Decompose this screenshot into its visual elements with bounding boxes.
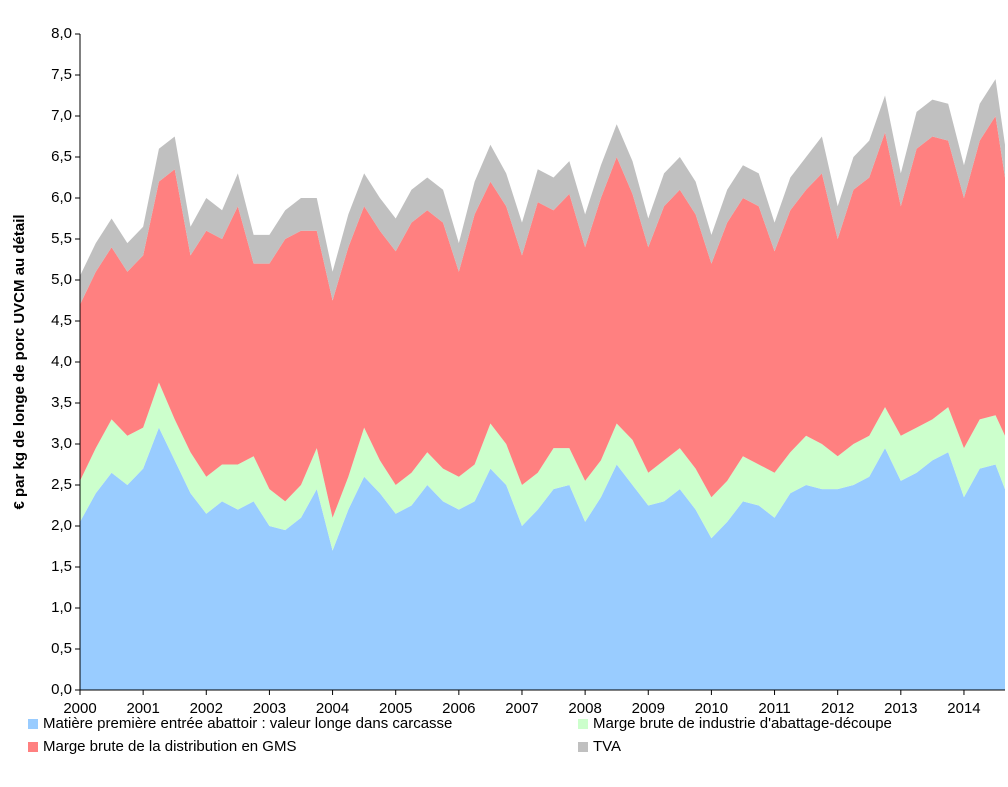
y-tick-label: 5,0 (51, 271, 72, 288)
x-tick-label: 2003 (253, 700, 286, 717)
legend-swatch (28, 719, 38, 729)
x-tick-label: 2004 (316, 700, 349, 717)
y-tick-label: 1,0 (51, 599, 72, 616)
x-tick-label: 2011 (758, 700, 790, 717)
x-tick-label: 2002 (190, 700, 223, 717)
area (80, 79, 1005, 305)
y-tick-label: 1,5 (51, 558, 72, 575)
y-tick-label: 7,5 (51, 66, 72, 83)
y-tick-label: 3,5 (51, 394, 72, 411)
x-tick-label: 2006 (442, 700, 475, 717)
legend-label: Marge brute de la distribution en GMS (43, 738, 296, 755)
legend-label: TVA (593, 738, 621, 755)
y-tick-label: 5,5 (51, 230, 72, 247)
x-tick-label: 2008 (568, 700, 601, 717)
y-axis-title: € par kg de longe de porc UVCM au détail (11, 214, 28, 509)
legend-swatch (28, 742, 38, 752)
y-tick-label: 0,0 (51, 681, 72, 698)
x-tick-label: 2010 (695, 700, 728, 717)
y-tick-label: 6,5 (51, 148, 72, 165)
area (80, 382, 1005, 551)
legend-swatch (578, 719, 588, 729)
legend-label: Marge brute de industrie d'abattage-déco… (593, 715, 892, 732)
y-tick-label: 2,5 (51, 476, 72, 493)
y-tick-label: 4,5 (51, 312, 72, 329)
y-tick-label: 6,0 (51, 189, 72, 206)
x-tick-label: 2014 (947, 700, 980, 717)
y-tick-label: 2,0 (51, 517, 72, 534)
x-tick-label: 2012 (821, 700, 854, 717)
y-tick-label: 4,0 (51, 353, 72, 370)
x-tick-label: 2007 (505, 700, 538, 717)
x-tick-label: 2013 (884, 700, 917, 717)
y-tick-label: 7,0 (51, 107, 72, 124)
area (80, 116, 1005, 518)
x-tick-label: 2005 (379, 700, 412, 717)
y-tick-label: 0,5 (51, 640, 72, 657)
x-tick-label: 2000 (63, 700, 96, 717)
area (80, 427, 1005, 690)
legend-label: Matière première entrée abattoir : valeu… (43, 715, 452, 732)
y-tick-label: 3,0 (51, 435, 72, 452)
legend-swatch (578, 742, 588, 752)
x-tick-label: 2009 (632, 700, 665, 717)
x-tick-label: 2001 (126, 700, 159, 717)
y-tick-label: 8,0 (51, 25, 72, 42)
